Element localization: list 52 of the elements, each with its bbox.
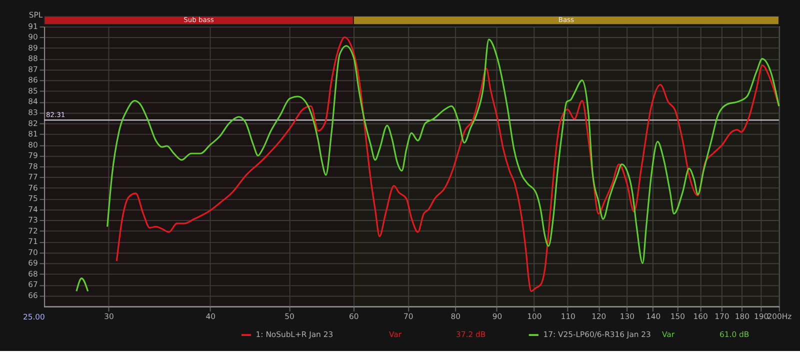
x-tick-label: 170 — [714, 312, 730, 322]
x-tick-label: 80 — [450, 312, 461, 322]
y-tick-label: 66 — [28, 290, 38, 300]
y-tick-label: 73 — [28, 216, 38, 225]
y-tick-label: 81 — [28, 130, 38, 139]
x-tick-label: 70 — [404, 312, 414, 322]
y-tick-label: 78 — [28, 162, 38, 171]
x-tick-label: 140 — [646, 312, 661, 322]
y-tick-label: 77 — [28, 172, 38, 182]
x-tick-label: 50 — [284, 312, 294, 322]
text: 37.2 dB — [456, 330, 486, 339]
text: Var — [388, 330, 402, 339]
y-tick-label: 88 — [28, 54, 38, 64]
x-tick-label: 200Hz — [767, 312, 792, 322]
y-tick-label: 87 — [28, 64, 38, 74]
y-tick-label: 71 — [28, 237, 38, 246]
y-tick-label: 74 — [28, 204, 38, 214]
y-tick-label: 70 — [28, 248, 38, 257]
x-tick-label: 60 — [349, 312, 359, 322]
y-tick-label: 82 — [28, 118, 38, 128]
y-tick-label: 91 — [28, 22, 38, 31]
y-tick-label: 67 — [28, 280, 38, 290]
x-tick-label: 190 — [754, 312, 769, 322]
x-tick-label: 180 — [734, 312, 750, 322]
text: 61.0 dB — [720, 330, 750, 339]
y-tick-label: 83 — [28, 108, 38, 117]
y-tick-label: 84 — [28, 97, 38, 106]
x-tick-label: 110 — [560, 312, 576, 322]
y-tick-label: 76 — [28, 183, 38, 192]
x-tick-label: 150 — [670, 312, 686, 322]
y-tick-label: 69 — [28, 258, 38, 268]
x-tick-label: 160 — [693, 312, 708, 322]
y-tick-label: 86 — [28, 76, 38, 85]
y-tick-label: 89 — [28, 43, 38, 52]
x-tick-label: 130 — [620, 312, 635, 322]
x-tick-label: 90 — [492, 312, 502, 322]
y-tick-label: 85 — [28, 86, 38, 96]
y-tick-label: 75 — [28, 194, 38, 204]
x-tick-label: 120 — [592, 312, 606, 322]
x-tick-label: 30 — [104, 312, 114, 322]
text: Var — [662, 330, 676, 339]
text: 25.00 — [22, 312, 46, 322]
legend-label: 1: NoSubL+R Jan 23 — [256, 330, 334, 339]
legend-label: 17: V25-LP60/6-R316 Jan 23 — [543, 330, 652, 339]
y-tick-label: 72 — [28, 226, 38, 236]
y-tick-label: 68 — [28, 269, 38, 278]
y-tick-label: 79 — [28, 151, 38, 160]
x-tick-label: 100 — [527, 312, 542, 322]
y-tick-label: 80 — [28, 140, 38, 150]
y-axis-title: SPL — [28, 10, 44, 20]
x-tick-label: 40 — [206, 312, 216, 322]
y-tick-label: 90 — [28, 32, 38, 42]
